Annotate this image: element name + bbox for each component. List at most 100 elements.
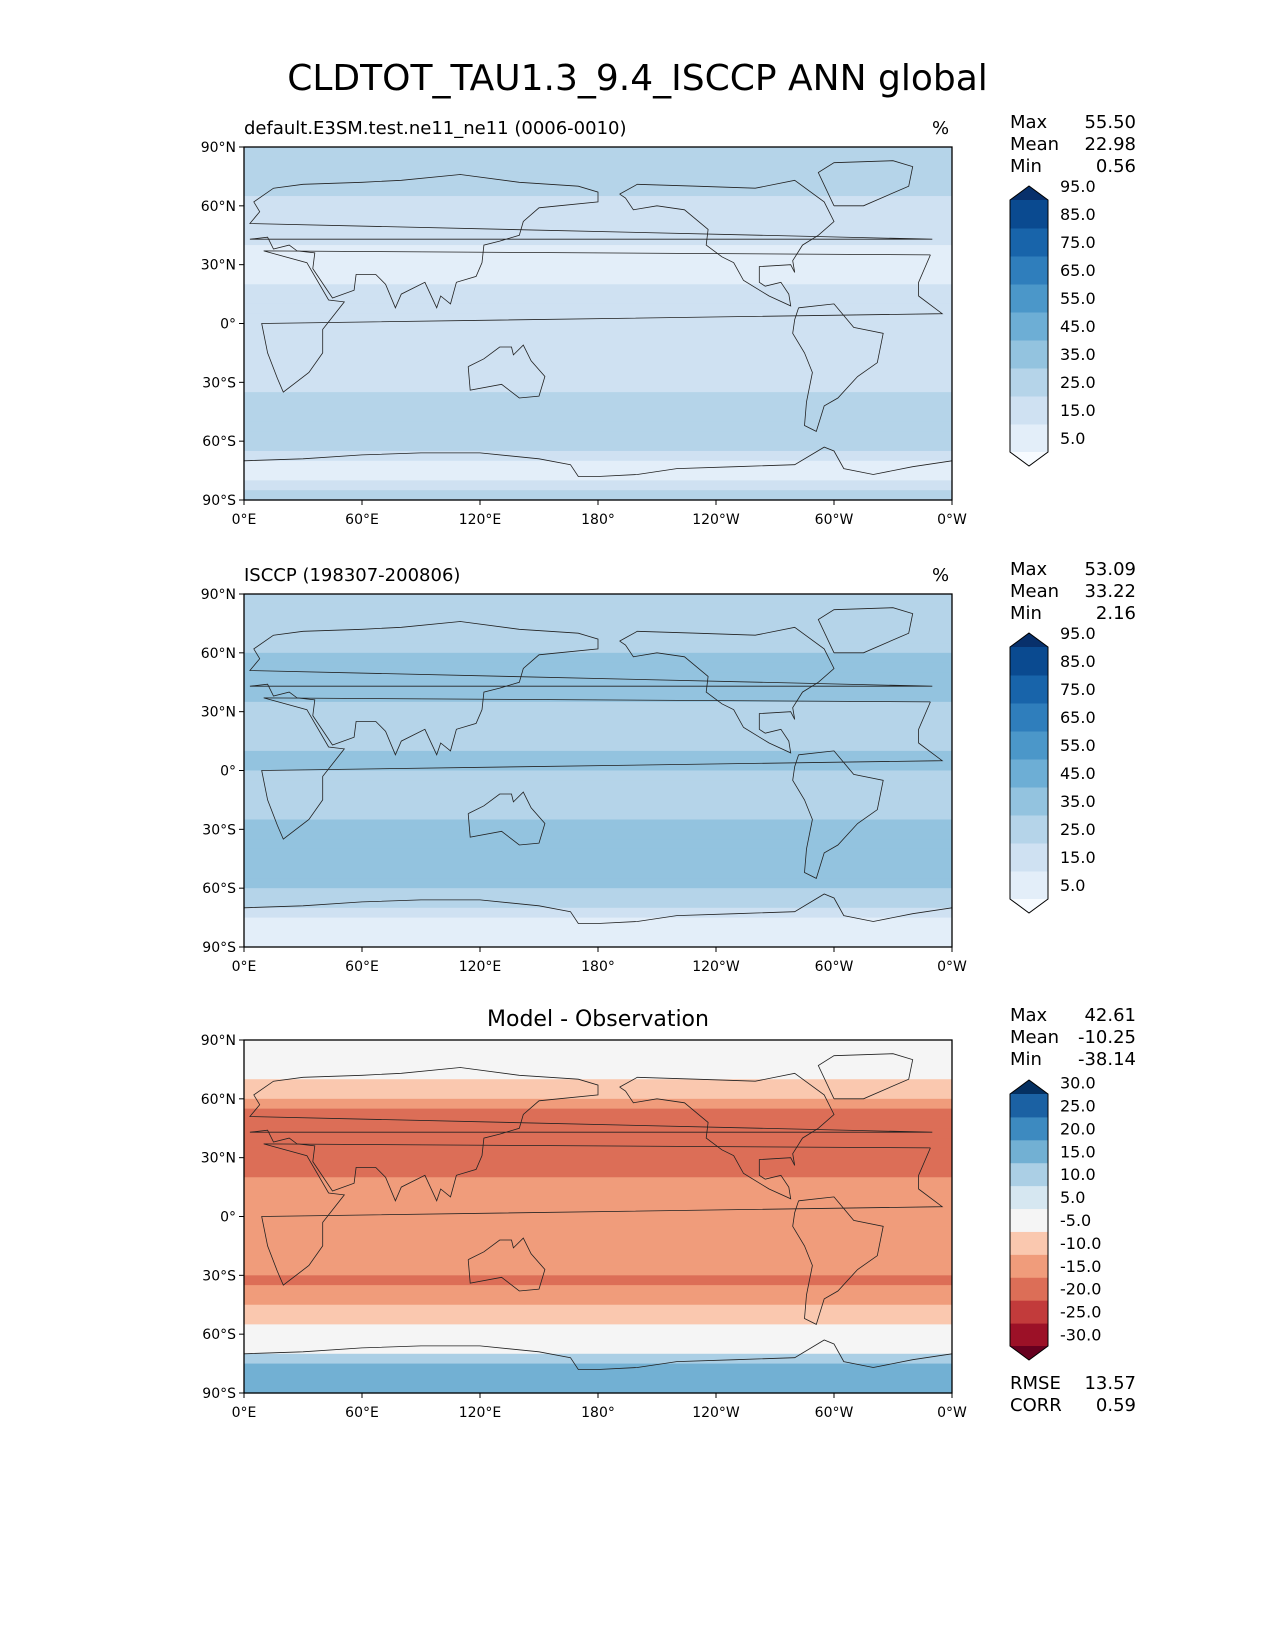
field-band bbox=[244, 392, 952, 403]
lat-tick-label: 60°S bbox=[202, 1327, 236, 1343]
lon-tick-label: 180° bbox=[581, 1405, 615, 1421]
coastline-australia bbox=[467, 344, 546, 399]
colorbar-label: -25.0 bbox=[1060, 1303, 1101, 1322]
colorbar-label: 95.0 bbox=[1060, 177, 1096, 196]
colorbar-bin bbox=[1010, 228, 1048, 257]
field-band bbox=[244, 888, 952, 899]
field-band bbox=[244, 1147, 952, 1159]
coastline-antarctica-a bbox=[243, 452, 598, 477]
stat-row-max: Max 42.61 bbox=[1010, 1005, 1136, 1027]
field-band bbox=[244, 594, 952, 605]
lon-tick-label: 0°W bbox=[937, 512, 967, 528]
colorbar-bin bbox=[1010, 368, 1048, 397]
colorbar-bin bbox=[1010, 647, 1048, 676]
field-band bbox=[244, 1294, 952, 1306]
coastline-greenland bbox=[817, 607, 914, 654]
field-band bbox=[244, 770, 952, 781]
stat-value: 22.98 bbox=[1084, 134, 1136, 155]
panel-3-stats: Max 42.61 Mean -10.25 Min -38.14 bbox=[1010, 1005, 1136, 1071]
colorbar-extend-bottom bbox=[1010, 1346, 1048, 1360]
colorbar-bin bbox=[1010, 1277, 1048, 1301]
colorbar-3: 30.0 25.0 20.0 15.0 10.0 5.0 -5.0 -10.0 -15.0 -20… bbox=[1009, 1074, 1101, 1361]
colorbar-bin bbox=[1010, 1185, 1048, 1210]
field-band bbox=[244, 692, 952, 703]
colorbar-bin bbox=[1010, 284, 1048, 313]
field-band bbox=[244, 927, 952, 938]
coastline-north-america bbox=[619, 1072, 835, 1200]
colorbar-label: 35.0 bbox=[1060, 345, 1096, 364]
field-band bbox=[244, 623, 952, 634]
field-band bbox=[244, 362, 952, 374]
stat-row-max: Max 55.50 bbox=[1010, 112, 1136, 134]
field-band bbox=[244, 741, 952, 752]
colorbar-label: 25.0 bbox=[1060, 373, 1096, 392]
field-band bbox=[244, 450, 952, 462]
field-band bbox=[244, 1079, 952, 1090]
field-band bbox=[244, 1128, 952, 1139]
colorbar-label: 85.0 bbox=[1060, 205, 1096, 224]
metric-value: 13.57 bbox=[1084, 1373, 1136, 1394]
lon-tick-label: 180° bbox=[581, 959, 615, 975]
field-band bbox=[244, 1383, 952, 1394]
field-band bbox=[244, 186, 952, 197]
field-band bbox=[244, 711, 952, 723]
field-band bbox=[244, 411, 952, 423]
field-band bbox=[244, 1373, 952, 1384]
field-band bbox=[244, 1108, 952, 1120]
lon-tick-label: 0°W bbox=[937, 959, 967, 975]
colorbar-label: 95.0 bbox=[1060, 624, 1096, 643]
field-band bbox=[244, 1138, 952, 1149]
colorbar-bin bbox=[1010, 1162, 1048, 1187]
field-band bbox=[244, 156, 952, 168]
metric-value: 0.59 bbox=[1095, 1395, 1136, 1416]
field-band bbox=[244, 235, 952, 246]
field-band bbox=[244, 1167, 952, 1178]
colorbar-label: 45.0 bbox=[1060, 764, 1096, 783]
colorbar-bin bbox=[1010, 703, 1048, 732]
colorbar-bin bbox=[1010, 200, 1048, 229]
stat-value: 55.50 bbox=[1084, 112, 1136, 133]
colorbar-label: 55.0 bbox=[1060, 736, 1096, 755]
field-band bbox=[244, 672, 952, 683]
coastline-greenland bbox=[817, 160, 914, 207]
coastline-antarctica-a bbox=[243, 899, 598, 924]
field-band bbox=[244, 1334, 952, 1345]
coastline-antarctica-b bbox=[597, 446, 953, 477]
field-band bbox=[244, 878, 952, 889]
colorbar-bin bbox=[1010, 1323, 1048, 1347]
colorbar-label: -20.0 bbox=[1060, 1280, 1101, 1299]
stat-label: Min bbox=[1010, 1049, 1042, 1070]
field-band bbox=[244, 1363, 952, 1374]
field-band bbox=[244, 1324, 952, 1335]
panel-1-title: default.E3SM.test.ne11_ne11 (0006-0010) bbox=[244, 118, 627, 139]
coastline-africa bbox=[261, 1143, 944, 1286]
colorbar-label: 55.0 bbox=[1060, 289, 1096, 308]
coastline-antarctica-a bbox=[243, 1345, 598, 1370]
colorbar-extend-bottom bbox=[1010, 899, 1048, 913]
lat-tick-label: 0° bbox=[220, 764, 236, 780]
field-band bbox=[244, 1255, 952, 1267]
colorbar-bin bbox=[1010, 1116, 1048, 1141]
colorbar-label: 75.0 bbox=[1060, 233, 1096, 252]
field-band bbox=[244, 176, 952, 187]
colorbar-extend-top bbox=[1010, 1080, 1048, 1094]
field-band bbox=[244, 382, 952, 393]
field-band bbox=[244, 799, 952, 811]
colorbar-label: 5.0 bbox=[1060, 876, 1085, 895]
field-band bbox=[244, 1236, 952, 1247]
colorbar-outline bbox=[1009, 1079, 1049, 1361]
colorbar-bin bbox=[1010, 396, 1048, 425]
lat-tick-label: 90°S bbox=[202, 940, 236, 956]
figure-title: CLDTOT_TAU1.3_9.4_ISCCP ANN global bbox=[287, 58, 988, 99]
metric-label: RMSE bbox=[1010, 1373, 1061, 1394]
field-band bbox=[244, 750, 952, 762]
field-band bbox=[244, 613, 952, 625]
field-band bbox=[244, 731, 952, 742]
stat-label: Max bbox=[1010, 1005, 1048, 1026]
lon-tick-label: 60°E bbox=[345, 1405, 379, 1421]
colorbar-bin bbox=[1010, 759, 1048, 788]
lat-tick-label: 30°S bbox=[202, 822, 236, 838]
field-band bbox=[244, 652, 952, 664]
field-band bbox=[244, 215, 952, 227]
colorbar-label: 85.0 bbox=[1060, 652, 1096, 671]
